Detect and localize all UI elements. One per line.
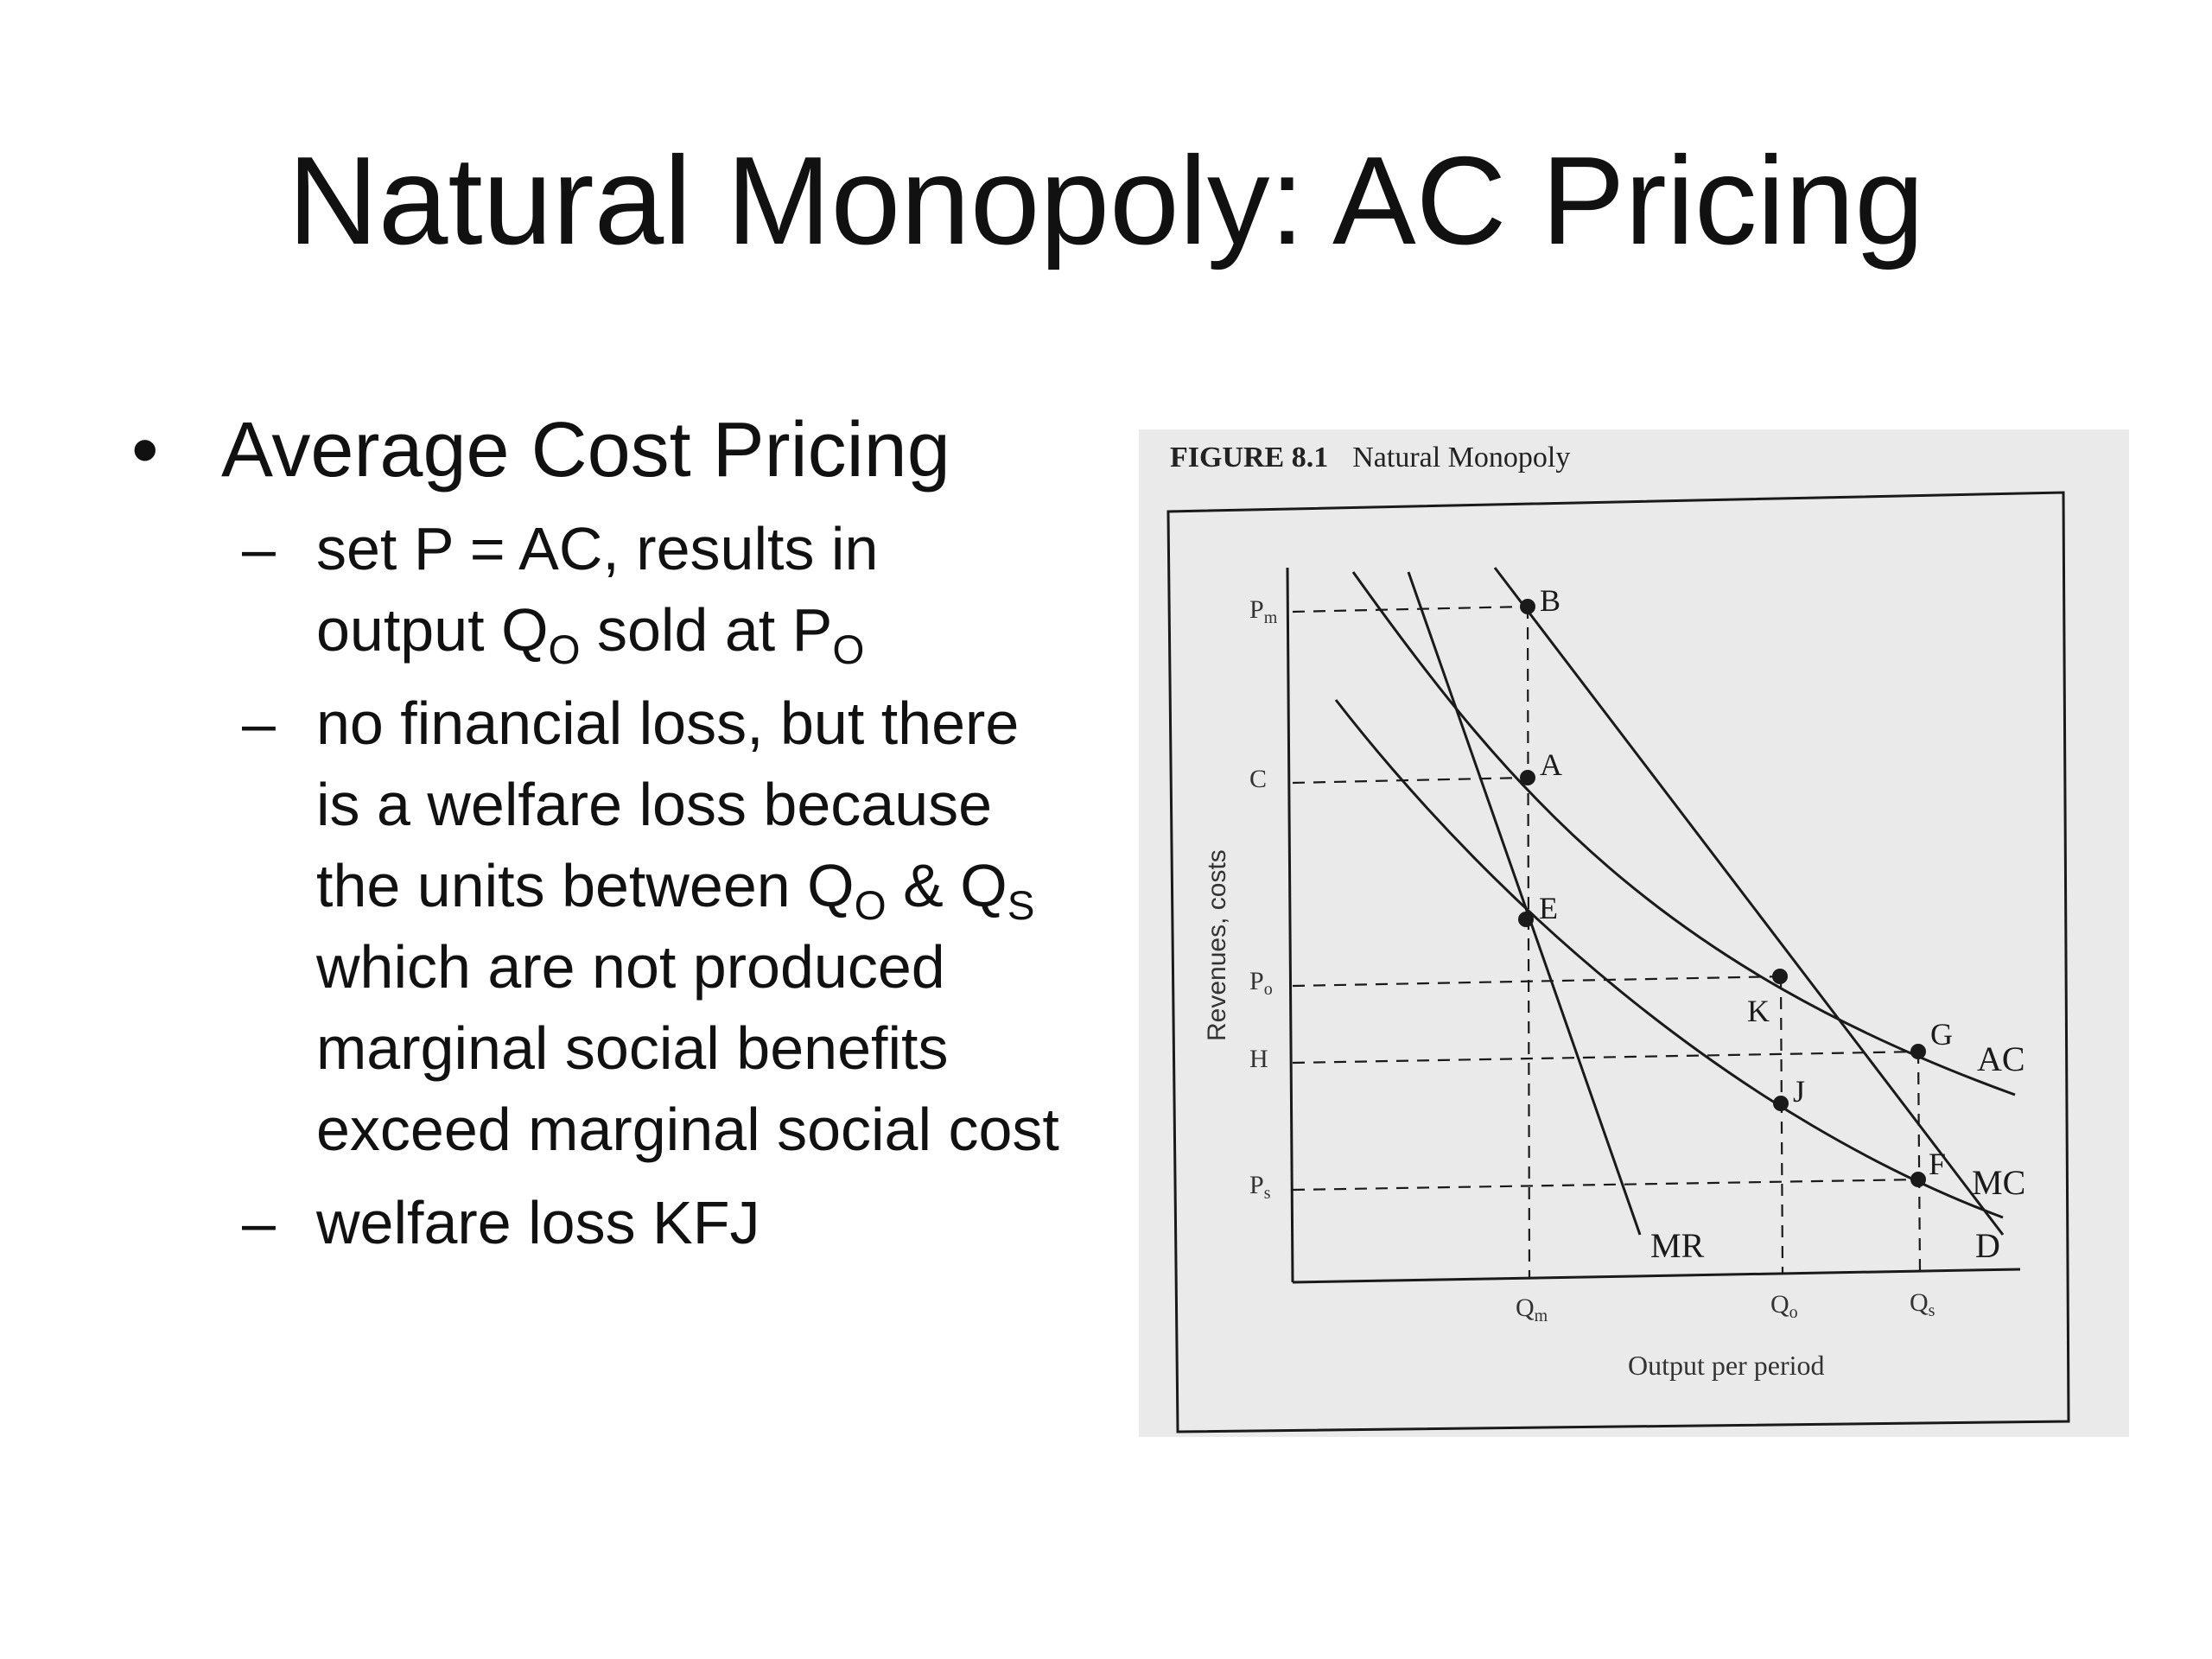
figure-caption: FIGURE 8.1 Natural Monopoly: [1170, 442, 1570, 474]
mc-curve-label: MC: [1972, 1163, 2025, 1202]
bullet-main-text: Average Cost Pricing: [221, 407, 950, 493]
h-guide-line: [1292, 1050, 1923, 1065]
subscript: O: [832, 626, 865, 673]
point-j-dot: [1773, 1096, 1789, 1111]
point-a-label: A: [1540, 747, 1562, 782]
ps-guide-line: [1292, 1178, 1923, 1192]
dash-icon: –: [242, 689, 276, 757]
qm-guide-line: [1526, 606, 1531, 1280]
bullet-list: • Average Cost Pricing – set P = AC, resul…: [130, 406, 1063, 1263]
demand-curve-label: D: [1975, 1226, 2000, 1265]
point-g-dot: [1910, 1044, 1926, 1059]
sub-bullet-text: & Q: [886, 851, 1007, 919]
point-f-label: F: [1929, 1147, 1946, 1181]
figure-number: FIGURE 8.1: [1170, 442, 1329, 474]
x-axis: [1292, 1268, 2021, 1284]
mr-curve-label: MR: [1650, 1226, 1705, 1265]
point-f-dot: [1910, 1172, 1926, 1187]
figure-frame: [1166, 491, 2070, 1433]
tick-qs: Qs: [1910, 1288, 1936, 1320]
ac-curve: [1351, 571, 2016, 1096]
sub-bullet-welfare-loss-explanation: – no financial loss, but there is a welfa…: [130, 683, 1063, 1170]
point-e-dot: [1518, 912, 1534, 927]
dash-icon: –: [242, 514, 276, 582]
po-guide-line: [1292, 975, 1786, 988]
qo-guide-line: [1779, 976, 1784, 1274]
point-k-label: K: [1747, 994, 1770, 1028]
demand-curve: [1493, 567, 2005, 1236]
point-j-label: J: [1793, 1074, 1805, 1109]
c-guide-line: [1292, 776, 1527, 785]
tick-h: H: [1249, 1045, 1268, 1073]
subscript: O: [854, 882, 887, 929]
slide-title: Natural Monopoly: AC Pricing: [288, 130, 1924, 270]
point-b-label: B: [1540, 583, 1560, 618]
sub-bullet-welfare-loss-kfj: – welfare loss KFJ: [130, 1182, 1063, 1263]
y-axis: [1286, 567, 1294, 1283]
tick-ps: Ps: [1249, 1171, 1271, 1203]
tick-po: Po: [1249, 967, 1273, 999]
point-e-label: E: [1539, 891, 1558, 925]
point-a-dot: [1520, 770, 1535, 785]
y-axis-label: Revenues, costs: [1203, 849, 1231, 1041]
point-b-dot: [1520, 599, 1535, 614]
sub-bullet-set-price: – set P = AC, results in output QO sold a…: [130, 508, 1063, 671]
subscript: O: [548, 626, 581, 673]
tick-c: C: [1249, 765, 1267, 793]
subscript: S: [1007, 882, 1035, 929]
x-axis-label: Output per period: [1628, 1350, 1825, 1381]
tick-qm: Qm: [1516, 1294, 1548, 1325]
sub-bullet-text: set P = AC, results in output Q: [316, 514, 879, 664]
bullet-dot-icon: •: [131, 407, 159, 493]
guide-lines: [1292, 605, 1923, 1280]
natural-monopoly-figure: FIGURE 8.1 Natural Monopoly: [1139, 429, 2129, 1437]
bullet-average-cost-pricing: • Average Cost Pricing: [130, 406, 1063, 496]
sub-bullet-text: no financial loss, but there is a welfar…: [316, 689, 1020, 919]
point-k-dot: [1772, 969, 1788, 984]
sub-bullet-text: welfare loss KFJ: [316, 1188, 760, 1256]
mr-curve: [1407, 571, 1642, 1236]
point-g-label: G: [1930, 1017, 1953, 1052]
qs-guide-line: [1916, 1051, 1922, 1272]
figure-title: Natural Monopoly: [1352, 442, 1571, 474]
tick-pm: Pm: [1249, 595, 1278, 627]
tick-qo: Qo: [1770, 1290, 1798, 1322]
mc-curve: [1334, 699, 2004, 1219]
monopoly-diagram: B A E K J G F AC MC MR D Pm C Po H Ps Qm…: [1166, 491, 2070, 1433]
ac-curve-label: AC: [1977, 1039, 2025, 1078]
pm-guide-line: [1292, 605, 1527, 613]
dash-icon: –: [242, 1188, 276, 1256]
sub-bullet-text: sold at P: [580, 595, 833, 664]
sub-bullet-text: which are not produced marginal social b…: [316, 932, 1059, 1163]
